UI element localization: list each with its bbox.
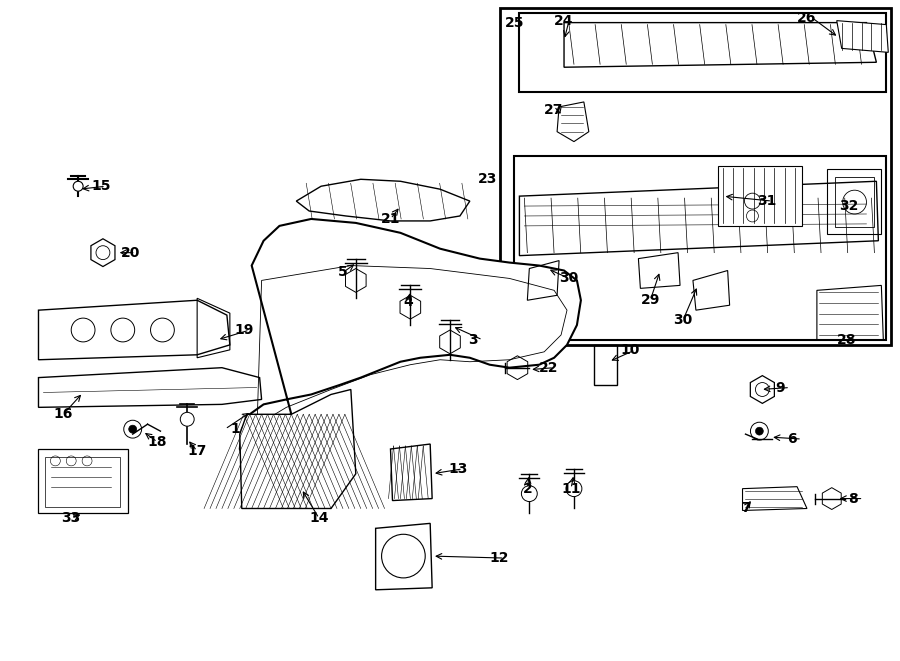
Bar	[45, 457, 120, 506]
Bar	[500, 8, 891, 345]
Text: 14: 14	[310, 512, 328, 525]
Text: 2: 2	[523, 482, 532, 496]
Text: 28: 28	[837, 333, 857, 347]
Text: 26: 26	[797, 11, 816, 24]
Text: 21: 21	[381, 212, 400, 226]
Text: 29: 29	[641, 293, 660, 307]
Polygon shape	[239, 219, 580, 461]
Circle shape	[180, 412, 194, 426]
Polygon shape	[39, 300, 230, 360]
Text: 25: 25	[505, 16, 525, 30]
Text: 1: 1	[230, 422, 239, 436]
Text: 30: 30	[673, 313, 693, 327]
Text: 10: 10	[621, 343, 640, 357]
Text: 5: 5	[338, 266, 347, 280]
Text: 18: 18	[148, 435, 167, 449]
Circle shape	[566, 481, 582, 496]
Bar	[39, 449, 128, 514]
Bar	[717, 167, 802, 226]
Text: 4: 4	[403, 295, 413, 309]
Text: 8: 8	[849, 492, 859, 506]
Text: 3: 3	[468, 333, 478, 347]
Polygon shape	[391, 444, 432, 500]
Text: 23: 23	[478, 173, 498, 186]
Bar	[515, 157, 886, 340]
Text: 17: 17	[187, 444, 207, 458]
Text: 31: 31	[758, 194, 777, 208]
Circle shape	[129, 425, 137, 433]
Text: 19: 19	[235, 323, 254, 337]
Text: 20: 20	[121, 246, 140, 260]
Text: 30: 30	[560, 272, 579, 286]
Text: 9: 9	[775, 381, 785, 395]
Circle shape	[521, 486, 537, 502]
Text: 12: 12	[490, 551, 509, 565]
Polygon shape	[239, 389, 356, 508]
Text: 7: 7	[741, 502, 751, 516]
Text: 24: 24	[554, 14, 573, 28]
Text: 16: 16	[54, 407, 73, 421]
Polygon shape	[296, 179, 470, 221]
Bar	[827, 169, 881, 234]
Text: 6: 6	[788, 432, 796, 446]
Text: 33: 33	[61, 512, 81, 525]
Text: 32: 32	[839, 199, 859, 213]
Circle shape	[755, 427, 763, 435]
Text: 11: 11	[562, 482, 580, 496]
Polygon shape	[564, 22, 877, 67]
Polygon shape	[837, 20, 888, 52]
Polygon shape	[519, 181, 878, 256]
Circle shape	[73, 181, 83, 191]
Text: 13: 13	[448, 462, 467, 476]
Text: 15: 15	[91, 179, 111, 193]
Text: 22: 22	[539, 361, 559, 375]
Text: 27: 27	[544, 103, 563, 117]
Bar	[519, 13, 886, 92]
Bar	[834, 177, 875, 227]
